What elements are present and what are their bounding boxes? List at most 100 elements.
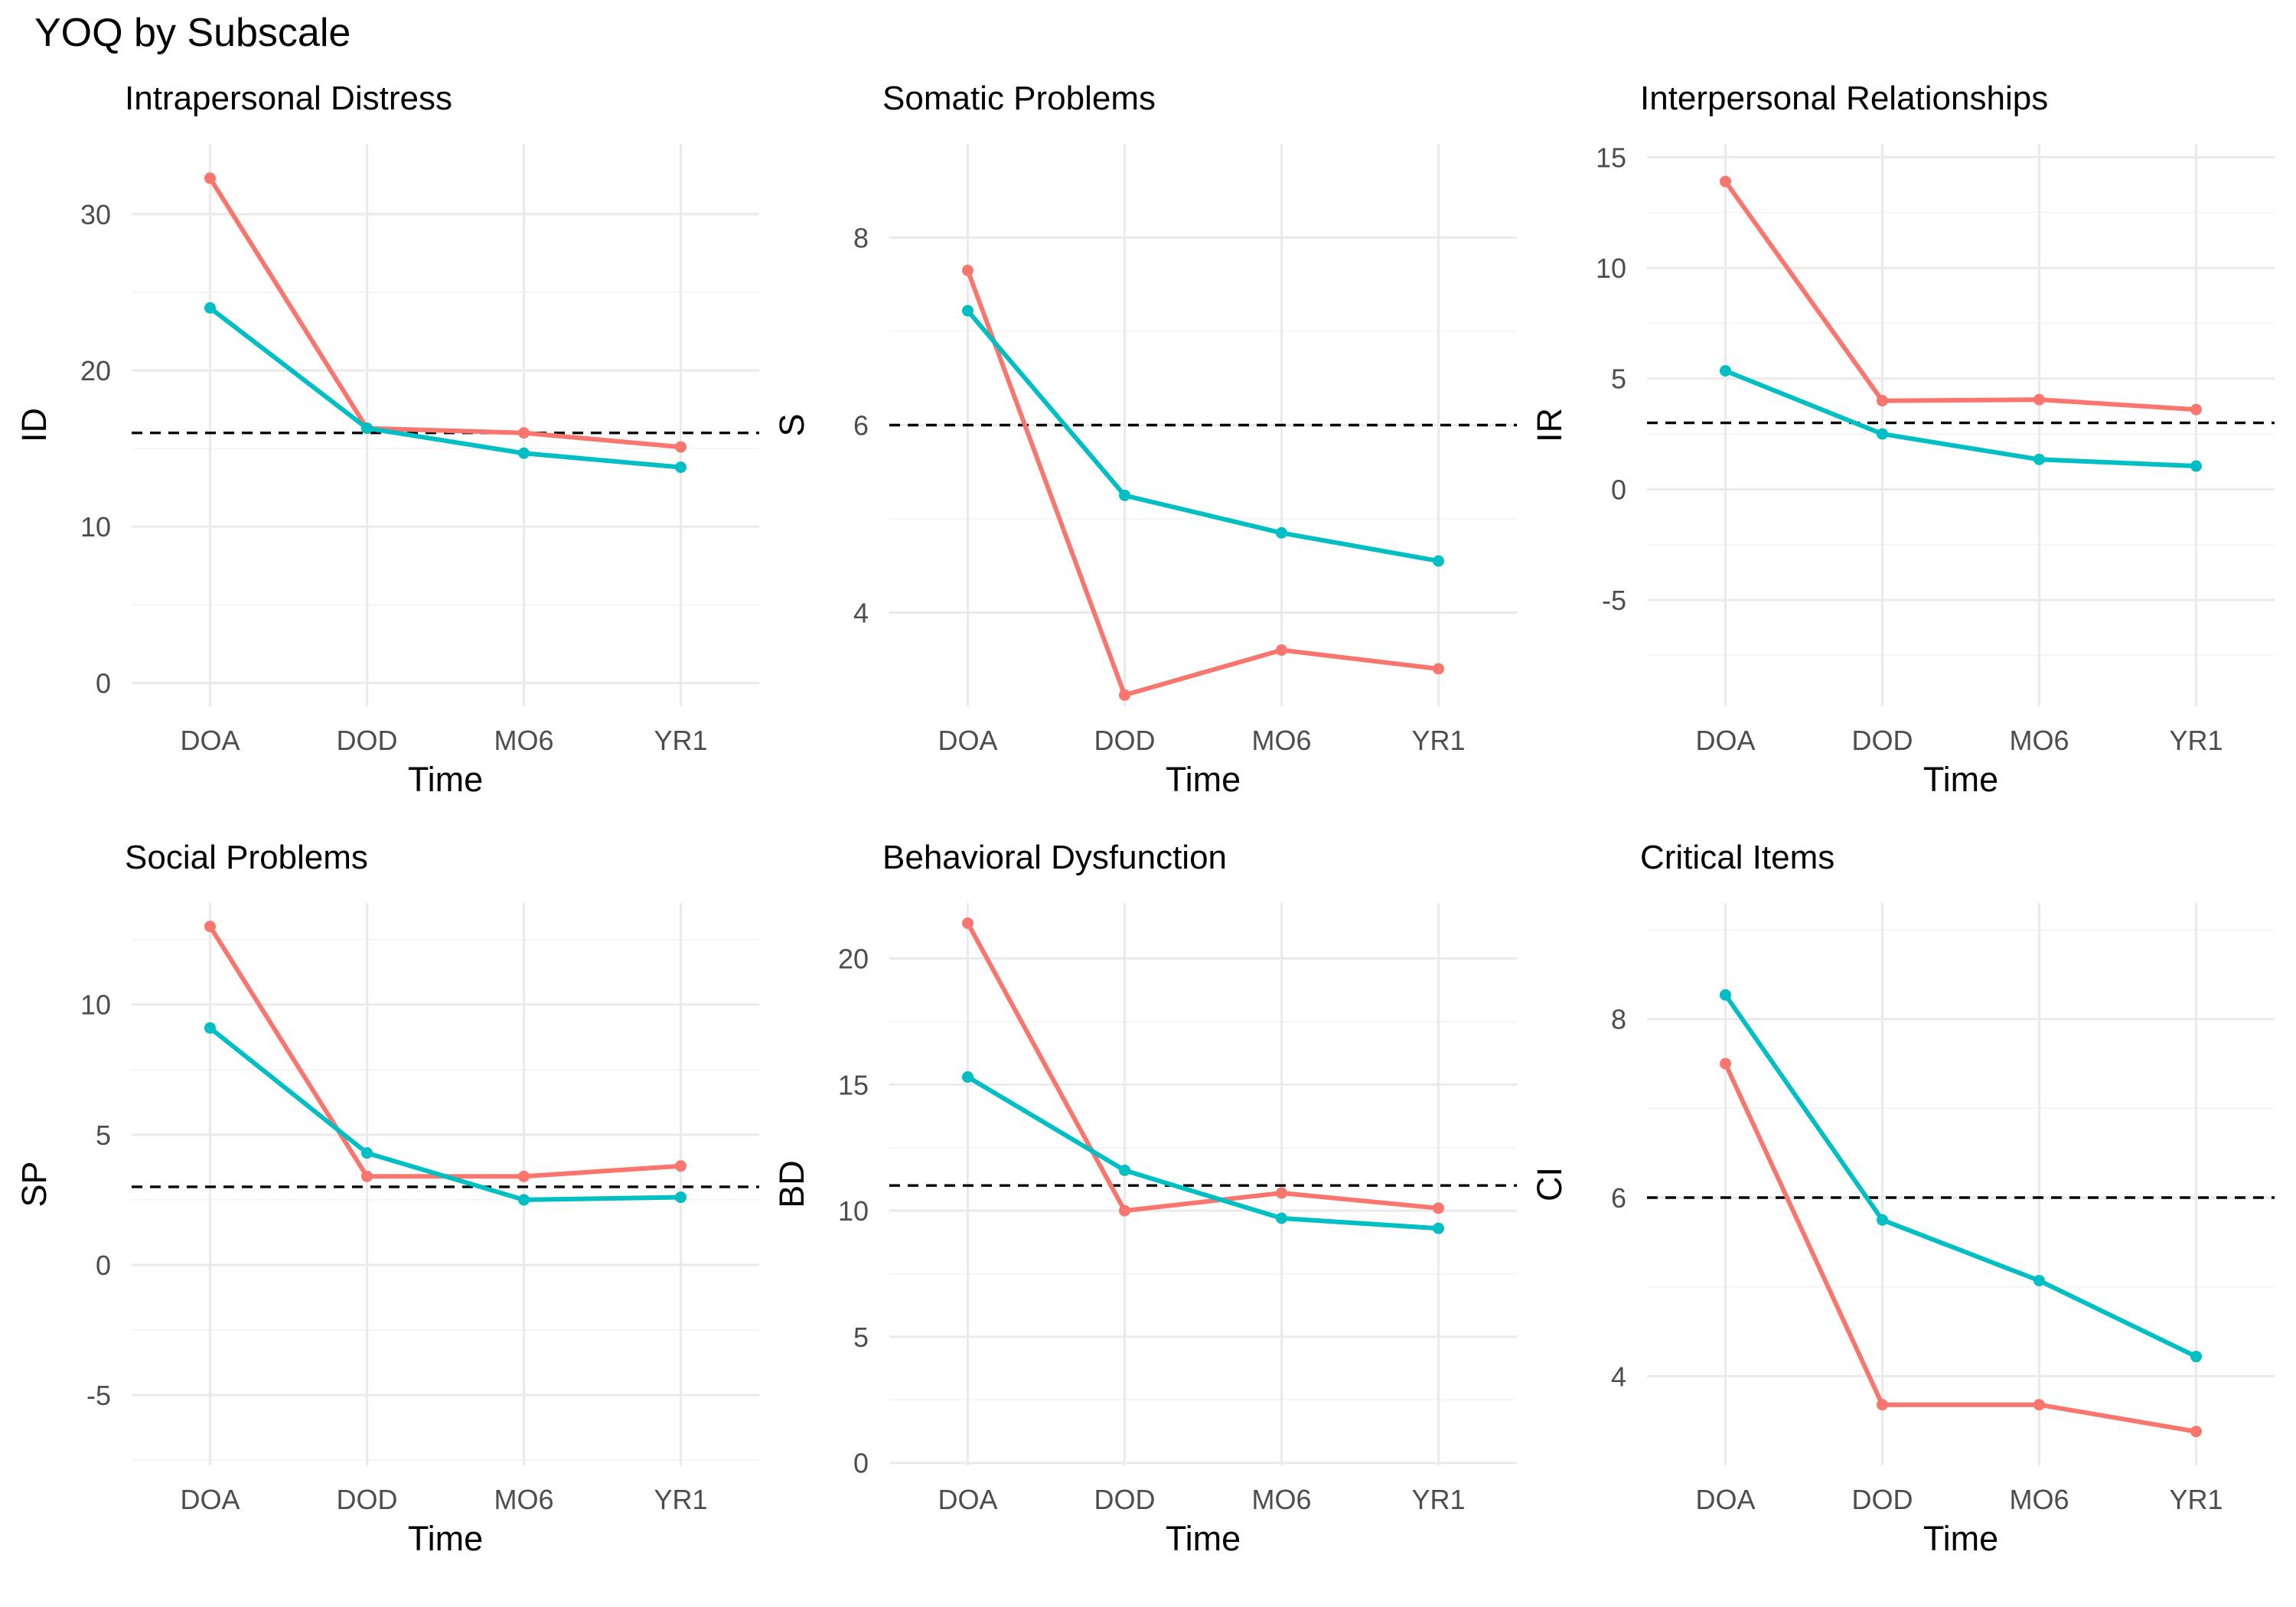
data-point-dod [1877,1214,1888,1226]
data-point-yr1 [1433,1202,1444,1214]
data-point-doa [204,302,216,314]
y-tick-label: 15 [1596,142,1626,173]
series-line-2 [1723,368,2199,468]
data-point-doa [1720,989,1731,1001]
data-point-yr1 [1433,1222,1444,1234]
series-line-2 [207,305,683,470]
y-axis-title: SP [15,1161,54,1207]
x-tick-label: DOA [1695,1484,1755,1515]
y-tick-label: 30 [80,199,111,230]
data-point-yr1 [2190,460,2202,472]
panel-title: Social Problems [125,839,368,876]
panel-s: 4 6 8 DOA DOD MO6 YR1 Somatic Problems Time S [772,80,1517,799]
data-point-dod [361,422,373,435]
panel-title: Interpersonal Relationships [1640,80,2048,117]
x-tick-label: DOA [180,1484,240,1515]
x-tick-label: YR1 [654,725,707,756]
y-tick-label: 10 [80,511,111,543]
data-point-mo6 [518,1170,530,1182]
data-point-doa [962,917,974,929]
data-point-dod [1877,395,1888,407]
x-tick-label: DOD [1094,1484,1156,1515]
x-tick-label: MO6 [494,1484,553,1515]
x-tick-label: DOD [1094,725,1156,756]
x-tick-label: MO6 [2009,1484,2069,1515]
data-point-yr1 [2190,1426,2202,1438]
y-axis-title: CI [1530,1167,1569,1201]
x-tick-label: DOA [938,725,997,756]
y-tick-label: 6 [1611,1182,1626,1214]
data-point-dod [361,1147,373,1159]
data-point-mo6 [518,427,530,439]
series-line-1 [207,924,683,1179]
y-tick-label: -5 [1602,585,1626,616]
data-point-yr1 [675,1160,687,1172]
x-tick-label: YR1 [1411,1484,1465,1515]
panel-title: Somatic Problems [882,80,1156,117]
data-point-doa [1720,175,1731,187]
data-point-mo6 [518,447,530,459]
x-tick-label: DOA [938,1484,997,1515]
y-tick-label: 0 [96,1250,111,1281]
data-point-yr1 [2190,403,2202,416]
data-point-doa [1720,1058,1731,1070]
y-tick-label: 10 [1596,253,1626,284]
y-tick-label: 5 [853,1322,869,1353]
data-point-yr1 [675,461,687,474]
data-point-mo6 [2033,453,2045,465]
y-tick-label: 5 [96,1120,111,1151]
x-axis-title: Time [408,1519,483,1558]
x-tick-label: DOA [1695,725,1755,756]
x-tick-label: MO6 [494,725,553,756]
panel-id: 0 10 20 30 DOA DOD MO6 YR1 Intrapersonal Distres… [15,80,759,799]
y-tick-label: 8 [1611,1004,1626,1035]
y-tick-label: 4 [1611,1361,1626,1392]
x-tick-label: DOD [1852,1484,1913,1515]
series-line-1 [1723,1061,2199,1434]
series-line-2 [965,1074,1441,1231]
y-axis-title: ID [15,408,54,442]
y-tick-label: 6 [853,410,869,442]
x-tick-label: DOA [180,725,240,756]
data-point-doa [962,1071,974,1083]
x-tick-label: DOD [337,725,398,756]
y-tick-label: 0 [1611,474,1626,505]
y-axis-title: BD [772,1160,811,1208]
data-point-dod [361,1170,373,1182]
panel-ir: -5 0 5 10 15 DOA DOD MO6 YR1 Interpersonal Relati… [1530,80,2275,799]
panel-title: Intrapersonal Distress [125,80,452,117]
data-point-mo6 [2033,393,2045,406]
data-point-dod [1119,1204,1130,1217]
x-tick-label: MO6 [2009,725,2069,756]
series-line-1 [1723,179,2199,412]
data-point-mo6 [1276,526,1287,539]
series-line-1 [965,268,1441,698]
y-tick-label: 15 [838,1069,869,1100]
data-point-doa [1720,365,1731,377]
x-tick-label: YR1 [2169,1484,2223,1515]
y-tick-label: 10 [838,1195,869,1227]
data-point-yr1 [675,1191,687,1204]
panel-title: Behavioral Dysfunction [882,839,1227,876]
data-point-doa [204,1022,216,1034]
data-point-dod [1877,428,1888,440]
series-line-2 [965,308,1441,564]
data-point-mo6 [2033,1399,2045,1411]
data-point-doa [962,264,974,276]
panel-ci: 4 6 8 DOA DOD MO6 YR1 Critical Items Time CI [1530,839,2275,1558]
data-point-dod [1119,489,1130,501]
panel-bd: 0 5 10 15 20 DOA DOD MO6 YR1 Behavioral Dysfuncti… [772,839,1517,1558]
data-point-yr1 [1433,555,1444,567]
data-point-yr1 [675,441,687,453]
series-line-1 [965,921,1441,1214]
y-axis-title: S [772,413,811,436]
data-point-yr1 [1433,663,1444,675]
panel-sp: -5 0 5 10 DOA DOD MO6 YR1 Social Problems Time SP [15,839,759,1558]
y-tick-label: 5 [1611,363,1626,395]
y-tick-label: 0 [853,1448,869,1479]
y-tick-label: 20 [80,355,111,386]
data-point-dod [1119,1164,1130,1176]
series-line-2 [207,1025,683,1202]
y-tick-label: 10 [80,989,111,1021]
x-axis-title: Time [1166,760,1241,799]
